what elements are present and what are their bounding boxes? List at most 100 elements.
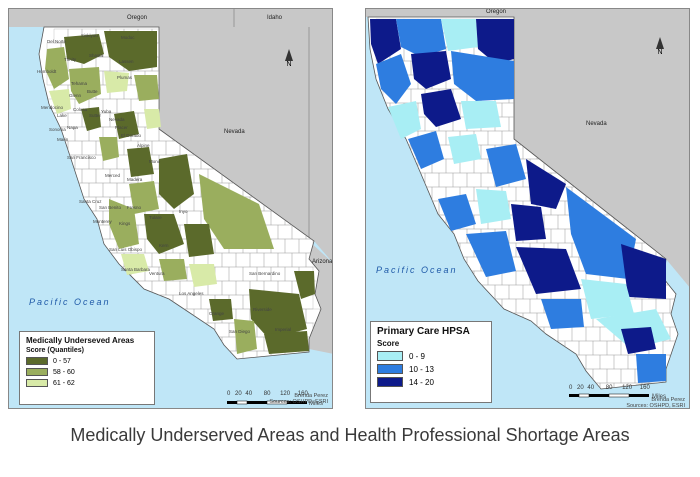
county-boundary xyxy=(550,368,566,384)
state-label-arizona: Arizona xyxy=(312,259,333,265)
county-boundary xyxy=(151,308,167,324)
county-boundary xyxy=(382,284,398,300)
county-boundary xyxy=(676,284,678,300)
county-boundary xyxy=(403,242,419,258)
county-boundary xyxy=(109,308,125,324)
state-label-oregon: Oregon xyxy=(127,15,148,21)
county-boundary xyxy=(186,322,202,338)
county-boundary xyxy=(144,294,160,310)
hpsa-area-high xyxy=(476,19,514,64)
mua-area-dark xyxy=(104,31,157,71)
mua-area-mid xyxy=(45,47,69,89)
north-arrow-icon xyxy=(656,37,664,49)
county-boundary xyxy=(67,252,83,268)
hpsa-area-mid xyxy=(451,51,514,101)
county-boundary xyxy=(375,298,391,314)
county-boundary xyxy=(389,214,405,230)
legend-item: 0 - 9 xyxy=(377,351,485,361)
county-boundary xyxy=(382,228,398,244)
legend-label: 0 - 57 xyxy=(53,357,71,365)
hpsa-area-high xyxy=(411,51,451,89)
hpsa-area-mid xyxy=(636,354,666,383)
county-boundary xyxy=(396,172,412,188)
county-boundary xyxy=(403,186,419,202)
county-boundary xyxy=(46,154,62,170)
scale-tick: 40 xyxy=(587,385,595,391)
scale-bar xyxy=(569,393,649,398)
county-boundary xyxy=(46,238,62,254)
county-label: San Luis Obispo xyxy=(109,247,143,252)
state-label-nevada: Nevada xyxy=(224,129,245,135)
county-boundary xyxy=(557,354,573,370)
hpsa-area-high xyxy=(516,247,581,294)
legend-item: 0 - 57 xyxy=(26,357,148,365)
legend-swatch xyxy=(26,368,48,376)
mua-area-dark xyxy=(184,224,214,257)
county-boundary xyxy=(410,228,426,244)
county-boundary xyxy=(424,228,440,244)
scale-unit: Miles xyxy=(652,394,667,400)
scale-ticks: 0 20 40 80 120 160 xyxy=(569,385,650,391)
nevada-region xyxy=(514,17,689,287)
county-boundary xyxy=(193,336,209,352)
legend-swatch xyxy=(26,379,48,387)
scale-tick: 160 xyxy=(639,385,650,391)
scale-ticks: 0 20 40 80 120 160 xyxy=(227,391,308,397)
county-label: Mono xyxy=(149,159,161,164)
county-boundary xyxy=(214,350,230,359)
scale-tick: 80 xyxy=(605,385,613,391)
county-label: San Bernardino xyxy=(249,271,281,276)
county-label: Fresno xyxy=(127,205,142,210)
mua-area-dark xyxy=(264,331,309,354)
hpsa-area-mid xyxy=(408,131,444,169)
legend-item: 61 - 62 xyxy=(26,379,148,387)
credit-sources: Sources: OSHPD, ESRI xyxy=(626,403,685,409)
county-boundary xyxy=(53,196,69,212)
county-label: Tehama xyxy=(71,81,88,86)
county-boundary xyxy=(466,284,482,300)
mua-area-dark xyxy=(159,154,194,209)
county-boundary xyxy=(459,298,475,314)
county-boundary xyxy=(53,308,69,324)
county-boundary xyxy=(529,382,545,389)
mua-area-mid xyxy=(129,181,159,214)
county-boundary xyxy=(522,340,538,356)
mua-map: Oregon Idaho Nevada Arizona Pacific Ocea… xyxy=(8,8,333,409)
north-arrow: N xyxy=(656,37,664,56)
county-boundary xyxy=(67,224,83,240)
county-boundary xyxy=(53,280,69,296)
mua-area-mid xyxy=(99,137,119,161)
scale-tick: 120 xyxy=(280,391,291,397)
county-boundary xyxy=(123,308,139,324)
hpsa-area-mid xyxy=(566,187,636,279)
legend-subtitle: Score (Quantiles) xyxy=(26,347,84,354)
legend-label: 14 - 20 xyxy=(409,377,434,387)
county-boundary xyxy=(130,294,146,310)
county-label: Humboldt xyxy=(37,69,57,74)
county-label: Kern xyxy=(159,243,169,248)
county-label: Inyo xyxy=(179,209,188,214)
legend-label: 10 - 13 xyxy=(409,364,434,374)
county-label: Sonoma xyxy=(49,127,66,132)
county-boundary xyxy=(158,322,174,338)
nevada-region xyxy=(159,27,332,262)
county-boundary xyxy=(641,382,657,389)
hpsa-area-mid xyxy=(438,194,476,231)
credit-author: Brenda Perez xyxy=(294,393,328,399)
county-boundary xyxy=(53,252,69,268)
mua-map-canvas xyxy=(9,9,332,405)
scale-tick: 120 xyxy=(622,385,633,391)
mua-area-light xyxy=(121,254,149,275)
hpsa-area-high xyxy=(370,19,401,64)
county-boundary xyxy=(676,312,678,328)
mua-legend: Medically Underseved Areas Score (Quanti… xyxy=(19,331,155,405)
legend-label: 61 - 62 xyxy=(53,379,75,387)
mua-area-mid xyxy=(134,75,159,101)
hpsa-area-low xyxy=(581,279,634,319)
county-label: Madera xyxy=(127,177,143,182)
state-label-oregon: Oregon xyxy=(486,9,507,15)
county-boundary xyxy=(494,312,510,328)
county-label: Riverside xyxy=(253,307,272,312)
county-boundary xyxy=(445,242,461,258)
county-label: Placer xyxy=(115,125,128,130)
